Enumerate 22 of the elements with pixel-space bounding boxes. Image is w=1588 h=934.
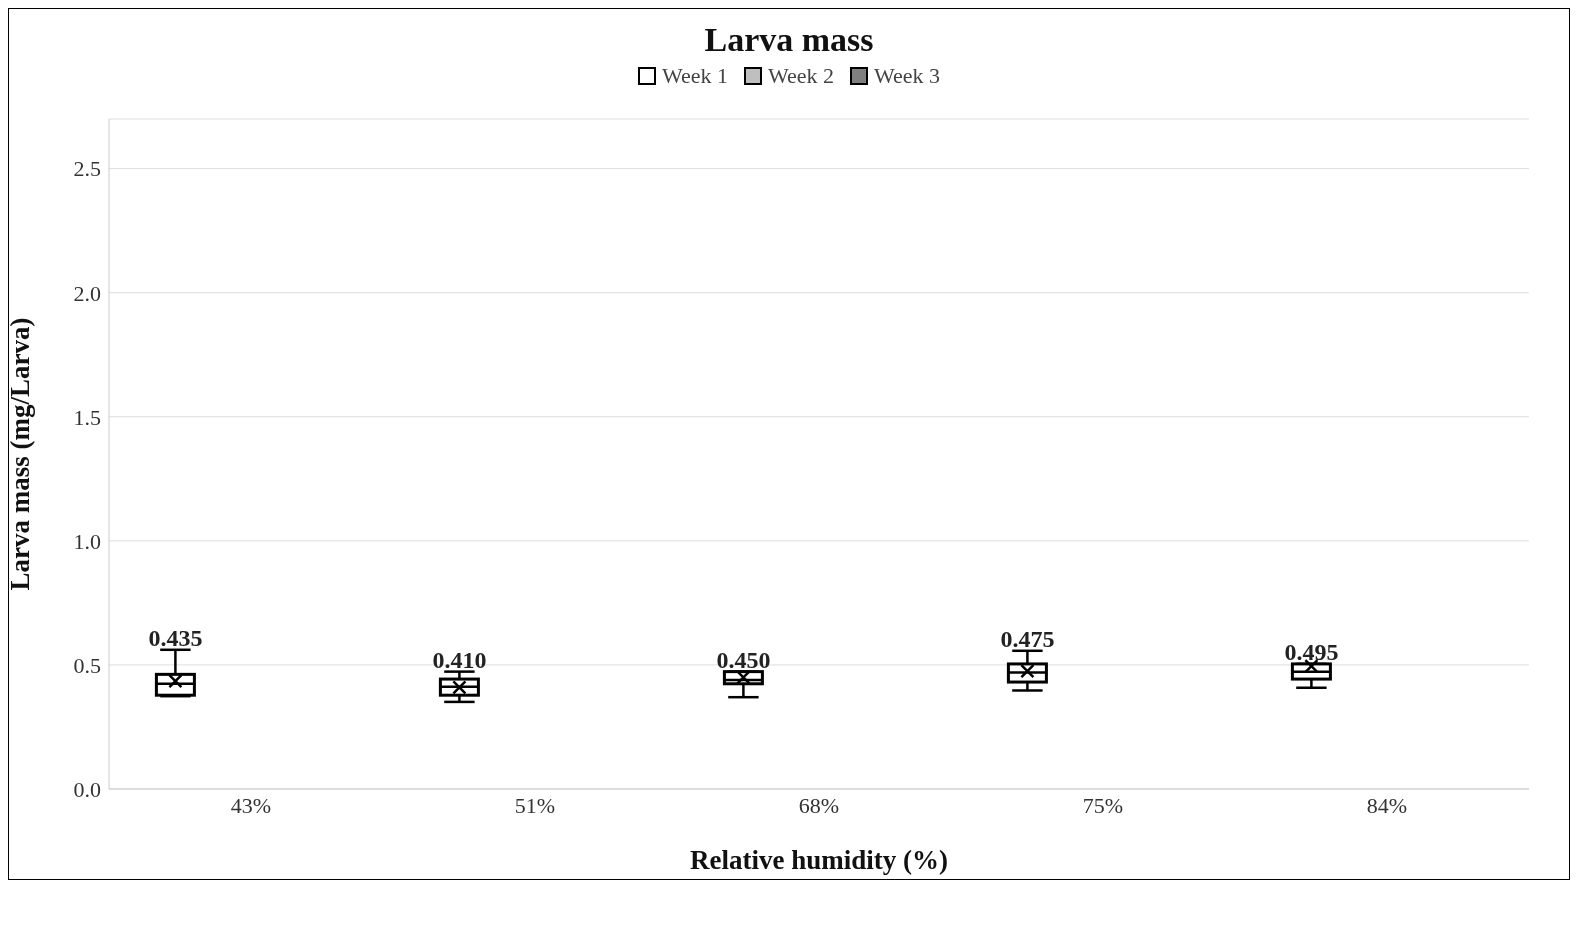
y-tick-label: 2.0 [73, 280, 101, 306]
y-tick-label: 0.0 [73, 776, 101, 802]
y-tick-label: 1.5 [73, 404, 101, 430]
annotation: 0.410 [432, 646, 487, 673]
y-tick-label: 2.5 [73, 156, 101, 182]
x-tick-label: 43% [230, 792, 272, 818]
x-axis-title: Relative humidity (%) [690, 845, 948, 875]
legend-label: Week 3 [873, 63, 941, 89]
x-tick-label: 84% [1366, 792, 1408, 818]
y-tick-label: 0.5 [73, 652, 101, 678]
annotation: 0.435 [148, 624, 203, 651]
y-tick-label: 1.0 [73, 528, 101, 554]
y-axis-title: Larva mass (mg/Larva) [4, 317, 35, 591]
legend-label: Week 2 [766, 63, 835, 89]
annotation: 0.495 [1284, 638, 1339, 665]
x-tick-label: 51% [514, 792, 556, 818]
x-tick-label: 75% [1082, 792, 1124, 818]
chart-title: Larva mass [703, 21, 875, 59]
x-tick-label: 68% [798, 792, 840, 818]
annotation: 0.475 [1000, 625, 1055, 652]
annotation: 0.450 [716, 646, 771, 673]
legend-label: Week 1 [660, 63, 728, 89]
